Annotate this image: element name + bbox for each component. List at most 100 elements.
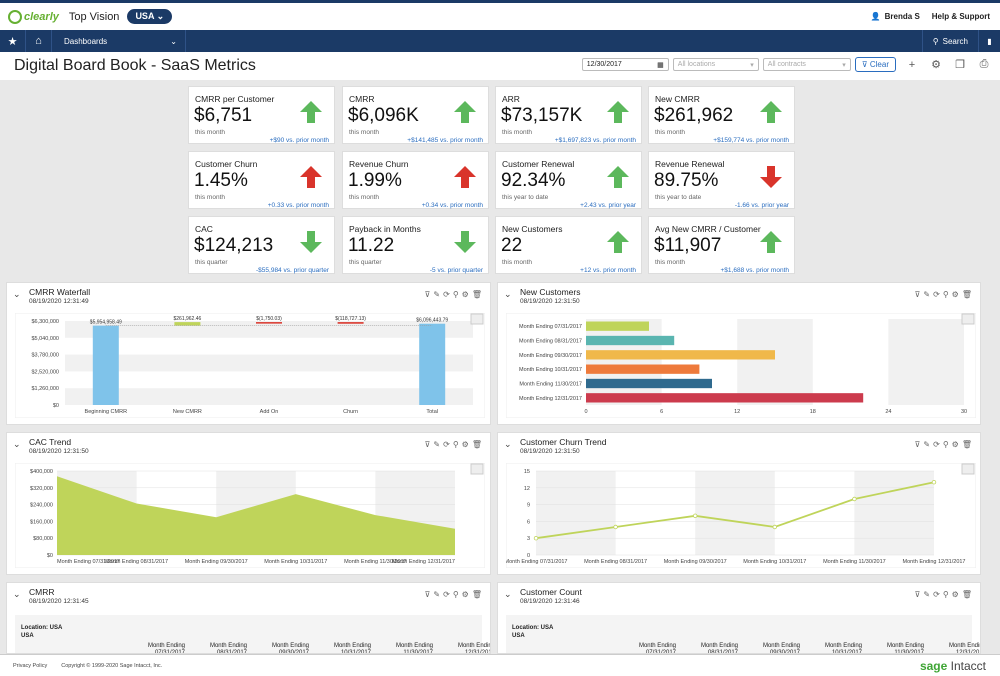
panel-tools: ⊽ ✎ ⟳ ⚲ ⚙ 🗑 xyxy=(915,440,972,449)
print-icon[interactable]: ⎙ xyxy=(979,58,989,70)
gear-icon[interactable]: ⚙ xyxy=(951,290,959,299)
gear-icon[interactable]: ⚙ xyxy=(461,440,469,449)
x-tick-label: Month Ending 08/31/2017 xyxy=(584,559,647,565)
y-tick-label: Month Ending 09/30/2017 xyxy=(519,353,582,359)
waterfall-bar xyxy=(419,323,446,405)
gear-icon[interactable]: ⚙ xyxy=(931,59,941,71)
filter-icon[interactable]: ⊽ xyxy=(424,290,431,299)
collapse-icon[interactable]: ⌄ xyxy=(504,439,512,449)
edit-icon[interactable]: ✎ xyxy=(433,440,441,449)
horizontal-bar xyxy=(586,321,649,331)
privacy-policy-link[interactable]: Privacy Policy xyxy=(13,662,48,669)
y-tick-label: Month Ending 10/31/2017 xyxy=(519,367,582,373)
entity-selector[interactable]: USA ⌄ xyxy=(127,9,173,24)
trash-icon[interactable]: 🗑 xyxy=(961,290,972,299)
locations-select[interactable]: All locations ▾ xyxy=(672,58,759,71)
column-header: Month Ending 07/31/2017 xyxy=(147,643,185,654)
collapse-icon[interactable]: ⌄ xyxy=(13,439,21,449)
trash-icon[interactable]: 🗑 xyxy=(961,440,972,449)
nav-bar: ★ ⌂ Dashboards ⌄ ⚲ Search ▮ xyxy=(0,30,1000,52)
trash-icon[interactable]: 🗑 xyxy=(471,440,482,449)
kpi-card[interactable]: Avg New CMRR / Customer $11,907 this month… xyxy=(648,216,795,274)
filter-icon[interactable]: ⊽ xyxy=(914,590,921,599)
kpi-card[interactable]: Customer Renewal 92.34% this year to date +… xyxy=(495,151,642,209)
trash-icon[interactable]: 🗑 xyxy=(471,290,482,299)
kpi-period: this month xyxy=(502,259,532,266)
refresh-icon[interactable]: ⟳ xyxy=(933,290,940,299)
kpi-card[interactable]: ARR $73,157K this month +$1,697,823 vs. pri… xyxy=(495,86,642,144)
kpi-card[interactable]: CMRR per Customer $6,751 this month +$90 vs… xyxy=(188,86,335,144)
date-field[interactable]: 12/30/2017 ▦ xyxy=(581,58,669,71)
kpi-card[interactable]: Payback in Months 11.22 this quarter -5 vs.… xyxy=(342,216,489,274)
kpi-comparison: +$1,688 vs. prior month xyxy=(720,267,789,274)
edit-icon[interactable]: ✎ xyxy=(433,290,441,299)
clear-button[interactable]: ⊽ Clear xyxy=(854,57,896,72)
refresh-icon[interactable]: ⟳ xyxy=(443,440,450,449)
column-header: Month Ending 12/31/2017 xyxy=(457,643,490,654)
kpi-card[interactable]: CMRR $6,096K this month +$141,485 vs. prior… xyxy=(342,86,489,144)
column-header: Month Ending 08/31/2017 xyxy=(700,643,738,654)
y-tick-label: Month Ending 07/31/2017 xyxy=(519,324,582,330)
star-icon[interactable]: ★ xyxy=(0,30,26,52)
x-tick-label: New CMRR xyxy=(173,409,202,415)
collapse-icon[interactable]: ⌄ xyxy=(504,289,512,299)
company-name[interactable]: Top Vision xyxy=(68,10,120,23)
filter-icon[interactable]: ⊽ xyxy=(424,590,431,599)
search-icon[interactable]: ⚲ xyxy=(452,290,459,299)
trash-icon[interactable]: 🗑 xyxy=(471,590,482,599)
gear-icon[interactable]: ⚙ xyxy=(461,290,469,299)
filter-icon[interactable]: ⊽ xyxy=(914,290,921,299)
copyright-text: Copyright © 1999-2020 Sage Intacct, Inc. xyxy=(61,662,163,669)
dashboards-menu[interactable]: Dashboards ⌄ xyxy=(52,30,186,52)
gear-icon[interactable]: ⚙ xyxy=(951,590,959,599)
kpi-period: this quarter xyxy=(195,259,228,266)
edit-icon[interactable]: ✎ xyxy=(923,590,931,599)
search-button[interactable]: ⚲ Search xyxy=(921,30,978,52)
kpi-card[interactable]: Revenue Renewal 89.75% this year to date -1… xyxy=(648,151,795,209)
data-point xyxy=(692,513,698,518)
search-icon[interactable]: ⚲ xyxy=(942,440,949,449)
arrow-up-icon xyxy=(760,231,782,253)
copy-icon[interactable]: ❐ xyxy=(955,59,965,71)
collapse-icon[interactable]: ⌄ xyxy=(13,589,21,599)
refresh-icon[interactable]: ⟳ xyxy=(443,590,450,599)
bookmark-icon[interactable]: ▮ xyxy=(978,30,1000,52)
edit-icon[interactable]: ✎ xyxy=(923,290,931,299)
collapse-icon[interactable]: ⌄ xyxy=(13,289,21,299)
gear-icon[interactable]: ⚙ xyxy=(461,590,469,599)
search-icon[interactable]: ⚲ xyxy=(452,590,459,599)
clearly-logo[interactable]: clearly xyxy=(8,9,59,24)
trash-icon[interactable]: 🗑 xyxy=(961,590,972,599)
chevron-down-icon: ⌄ xyxy=(156,11,165,21)
gear-icon[interactable]: ⚙ xyxy=(951,440,959,449)
search-icon[interactable]: ⚲ xyxy=(452,440,459,449)
user-menu[interactable]: 👤 Brenda S xyxy=(870,12,920,21)
kpi-card[interactable]: CAC $124,213 this quarter -$55,984 vs. prio… xyxy=(188,216,335,274)
refresh-icon[interactable]: ⟳ xyxy=(933,590,940,599)
kpi-card[interactable]: New Customers 22 this month +12 vs. prior m… xyxy=(495,216,642,274)
search-icon[interactable]: ⚲ xyxy=(942,290,949,299)
help-support-link[interactable]: Help & Support xyxy=(931,12,990,21)
title-bar: Digital Board Book - SaaS Metrics 12/30/… xyxy=(0,52,1000,80)
collapse-icon[interactable]: ⌄ xyxy=(504,589,512,599)
kpi-value: 1.99% xyxy=(348,170,402,191)
x-tick-label: 24 xyxy=(885,409,891,415)
contracts-select[interactable]: All contracts ▾ xyxy=(762,58,851,71)
home-icon[interactable]: ⌂ xyxy=(26,30,52,52)
refresh-icon[interactable]: ⟳ xyxy=(443,290,450,299)
add-icon[interactable]: + xyxy=(908,58,916,71)
search-icon[interactable]: ⚲ xyxy=(942,590,949,599)
kpi-card[interactable]: New CMRR $261,962 this month +$159,774 vs. … xyxy=(648,86,795,144)
kpi-card[interactable]: Revenue Churn 1.99% this month +0.34 vs. pr… xyxy=(342,151,489,209)
kpi-card[interactable]: Customer Churn 1.45% this month +0.33 vs. p… xyxy=(188,151,335,209)
data-label: $(118,727.13) xyxy=(335,316,366,322)
column-header: Month Ending 11/30/2017 xyxy=(395,643,433,654)
refresh-icon[interactable]: ⟳ xyxy=(933,440,940,449)
filter-icon[interactable]: ⊽ xyxy=(914,440,921,449)
kpi-value: $6,751 xyxy=(194,105,253,126)
filter-icon[interactable]: ⊽ xyxy=(424,440,431,449)
edit-icon[interactable]: ✎ xyxy=(923,440,931,449)
x-tick-label: Month Ending 11/30/2017 xyxy=(344,559,407,565)
edit-icon[interactable]: ✎ xyxy=(433,590,441,599)
horizontal-bar xyxy=(586,378,712,389)
